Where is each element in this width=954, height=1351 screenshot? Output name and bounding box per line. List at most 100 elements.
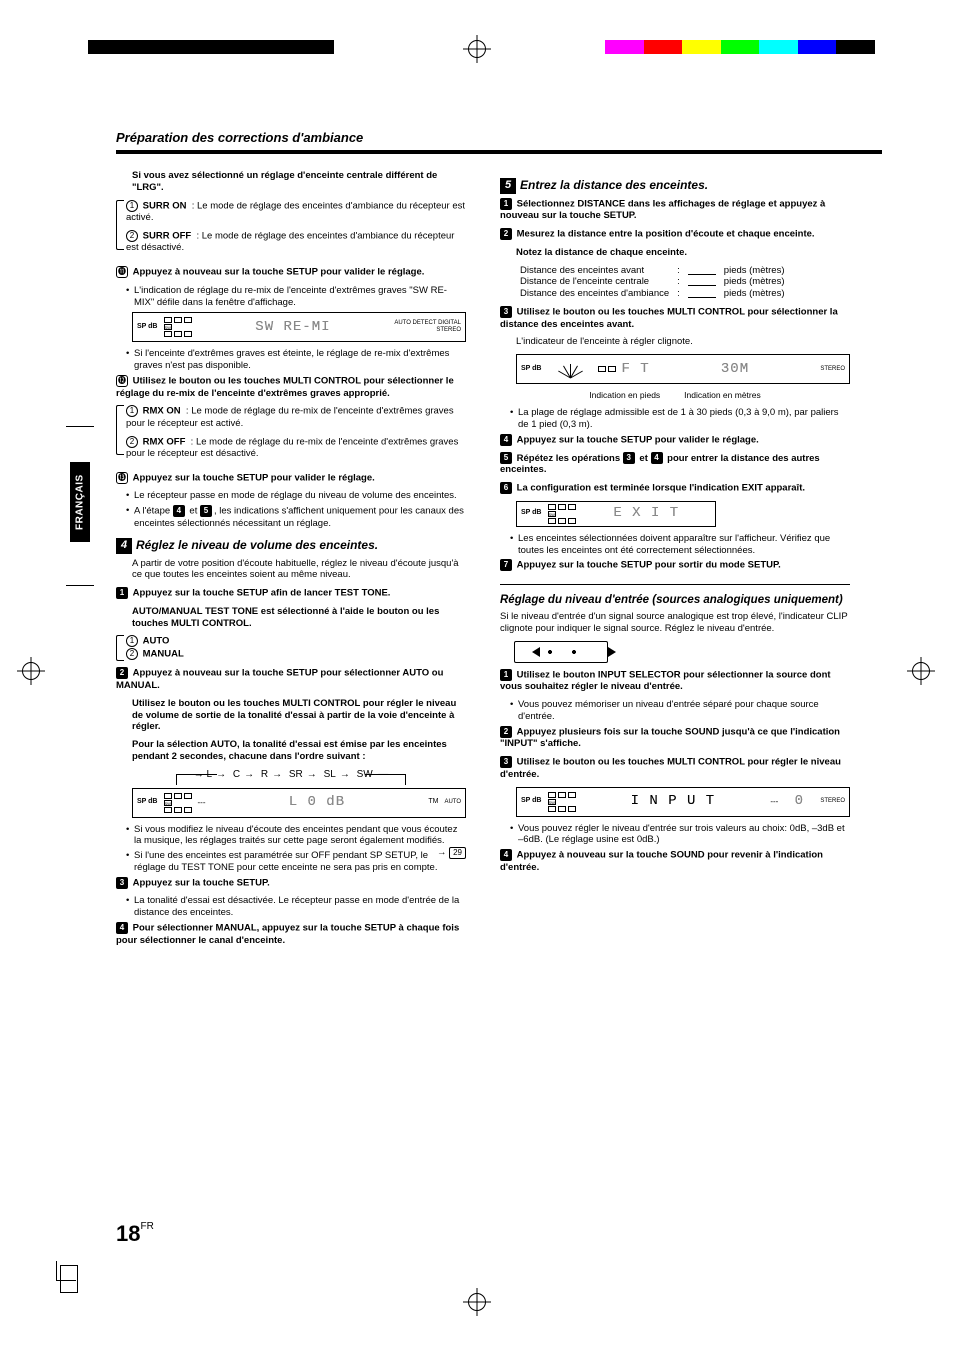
- rmx-off-label: RMX OFF: [143, 436, 186, 447]
- in-2-text: Appuyez plusieurs fois sur la touche SOU…: [500, 727, 840, 750]
- table-row: Distance de l'enceinte centrale:pieds (m…: [516, 276, 789, 288]
- lcd-exit: SP dB E X I T: [516, 501, 716, 527]
- pill-13: ⓭: [116, 472, 128, 484]
- step5-range-li: La plage de réglage admissible est de 1 …: [510, 407, 850, 431]
- in-li2-text: Vous pouvez régler le niveau d'entrée su…: [510, 823, 850, 847]
- lcd4-text: E X I T: [582, 505, 712, 523]
- language-tab: FRANÇAIS: [70, 462, 90, 542]
- step5-3-p: L'indicateur de l'enceinte à régler clig…: [500, 336, 850, 348]
- step4-bullets: Si vous modifiez le niveau d'écoute des …: [116, 824, 466, 875]
- step5-5: 5 Répétez les opérations 3 et 4 pour ent…: [500, 452, 850, 476]
- lcd3-icons: [598, 366, 616, 372]
- pill-12: ⓬: [116, 375, 128, 387]
- solid-3: 3: [116, 877, 128, 889]
- lcd3-left: SP dB: [521, 365, 542, 374]
- lcd3-cap-r: Indication en mètres: [684, 390, 761, 401]
- lcd5-left: SP dB: [521, 797, 542, 806]
- in-li2: Vous pouvez régler le niveau d'entrée su…: [500, 823, 850, 847]
- pill-11: ⓫: [116, 266, 128, 278]
- step-13-bold: Appuyez sur la touche SETUP pour valider…: [133, 472, 375, 483]
- step4-intro: A partir de votre position d'écoute habi…: [116, 558, 466, 582]
- bracket-icon-3: [116, 635, 124, 661]
- input-intro: Si le niveau d'entrée d'un signal source…: [500, 611, 850, 635]
- lcd1-left: SP dB: [137, 323, 158, 332]
- lcd3-caption: Indication en pieds Indication en mètres: [500, 390, 850, 401]
- seg-cyan: [759, 40, 798, 54]
- step-12-bold: Utilisez le bouton ou les touches MULTI …: [116, 376, 454, 399]
- lcd5-pre: ---: [770, 797, 778, 807]
- step4-1-text: Appuyez sur la touche SETUP afin de lanc…: [133, 588, 391, 599]
- lcd4-icons: [548, 504, 576, 524]
- lcd3-val: 30M: [656, 361, 815, 379]
- in-4: 4 Appuyez à nouveau sur la touche SOUND …: [500, 849, 850, 873]
- step5-li: Les enceintes sélectionnées doivent appa…: [500, 533, 850, 557]
- solid-1: 1: [116, 587, 128, 599]
- step-11-li1: L'indication de réglage du re-mix de l'e…: [126, 285, 466, 309]
- circled-2b: 2: [126, 436, 138, 448]
- manual-label: MANUAL: [143, 648, 184, 659]
- step-13-bullets: Le récepteur passe en mode de réglage du…: [116, 490, 466, 529]
- solid-2: 2: [116, 667, 128, 679]
- lcd1-icons: [164, 317, 192, 337]
- step-13-li2: A l'étape 4 et 5, les indications s'affi…: [126, 505, 466, 529]
- lcd5-text: I N P U T: [582, 793, 765, 811]
- rmx-off-row: 2 RMX OFF : Le mode de réglage du re-mix…: [126, 436, 466, 460]
- step5-4: 4 Appuyez sur la touche SETUP pour valid…: [500, 434, 850, 446]
- lcd2-pre: ---: [198, 798, 206, 808]
- in-1-bullets: Vous pouvez mémoriser un niveau d'entrée…: [500, 699, 850, 723]
- right-column: 5Entrez la distance des enceintes. 1 Sél…: [500, 170, 850, 880]
- register-mark-bottom: [468, 1293, 486, 1311]
- lcd5-val: 0: [784, 793, 814, 811]
- step5-title: Entrez la distance des enceintes.: [520, 178, 708, 192]
- step5-1: 1 Sélectionnez DISTANCE dans les afficha…: [500, 198, 850, 222]
- box-4: 4: [173, 505, 185, 517]
- step4-note2: Utilisez le bouton ou les touches MULTI …: [116, 698, 466, 734]
- lcd5-right: STEREO: [820, 798, 845, 805]
- circled-1b: 1: [126, 405, 138, 417]
- in-1-text: Utilisez le bouton INPUT SELECTOR pour s…: [500, 670, 831, 693]
- seg-green: [721, 40, 760, 54]
- lcd3-right: STEREO: [820, 366, 845, 373]
- lcd2-text: L 0 dB: [212, 794, 423, 812]
- box-5: 5: [200, 505, 212, 517]
- step-11-bold: Appuyez à nouveau sur la touche SETUP po…: [133, 267, 425, 278]
- step5-4-text: Appuyez sur la touche SETUP pour valider…: [517, 434, 759, 445]
- input-level-title: Réglage du niveau d'entrée (sources anal…: [500, 593, 850, 607]
- table-row: Distance des enceintes avant:pieds (mètr…: [516, 265, 789, 277]
- seg-black: [836, 40, 875, 54]
- register-mark-top: [468, 40, 486, 58]
- step4-2-text: Appuyez à nouveau sur la touche SETUP po…: [116, 668, 443, 691]
- step-13: ⓭ Appuyez sur la touche SETUP pour valid…: [116, 472, 466, 484]
- step4-4: 4 Pour sélectionner MANUAL, appuyez sur …: [116, 922, 466, 946]
- lcd1-text: SW RE-MI: [198, 319, 389, 337]
- left-column: Si vous avez sélectionné un réglage d'en…: [116, 170, 466, 952]
- seg-magenta: [605, 40, 644, 54]
- step4-4-text: Pour sélectionner MANUAL, appuyez sur la…: [116, 923, 459, 946]
- needle-icon: [548, 360, 592, 378]
- seg-yellow: [682, 40, 721, 54]
- lcd2-unit: TM: [428, 798, 438, 807]
- step5-6-text: La configuration est terminée lorsque l'…: [517, 483, 805, 494]
- step-11: ⓫ Appuyez à nouveau sur la touche SETUP …: [116, 266, 466, 278]
- step-11-li2: Si l'enceinte d'extrêmes graves est étei…: [126, 348, 466, 372]
- step4-3: 3 Appuyez sur la touche SETUP.: [116, 877, 466, 889]
- page-number: 18FR: [116, 1221, 154, 1247]
- auto-label: AUTO: [143, 636, 170, 647]
- lcd-distance: SP dB F T 30M STEREO: [516, 354, 850, 384]
- step5-3: 3 Utilisez le bouton ou les touches MULT…: [500, 306, 850, 330]
- color-bar: [605, 40, 875, 54]
- seg-blue: [798, 40, 837, 54]
- step5-7-text: Appuyez sur la touche SETUP pour sortir …: [517, 560, 781, 571]
- step4-number: 4: [116, 538, 132, 554]
- intro-bold: Si vous avez sélectionné un réglage d'en…: [116, 170, 466, 194]
- lcd3-cap-l: Indication en pieds: [589, 390, 660, 401]
- lcd1-rt: AUTO DETECT DIGITAL: [394, 320, 461, 327]
- circled-2: 2: [126, 230, 138, 242]
- in-4-text: Appuyez à nouveau sur la touche SOUND po…: [500, 850, 823, 873]
- bracket-icon: [116, 200, 124, 250]
- step5-range: La plage de réglage admissible est de 1 …: [500, 407, 850, 431]
- crop-ruler: [60, 1265, 78, 1293]
- step4-2: 2 Appuyez à nouveau sur la touche SETUP …: [116, 667, 466, 691]
- lcd5-icons: [548, 792, 576, 812]
- in-2: 2 Appuyez plusieurs fois sur la touche S…: [500, 726, 850, 750]
